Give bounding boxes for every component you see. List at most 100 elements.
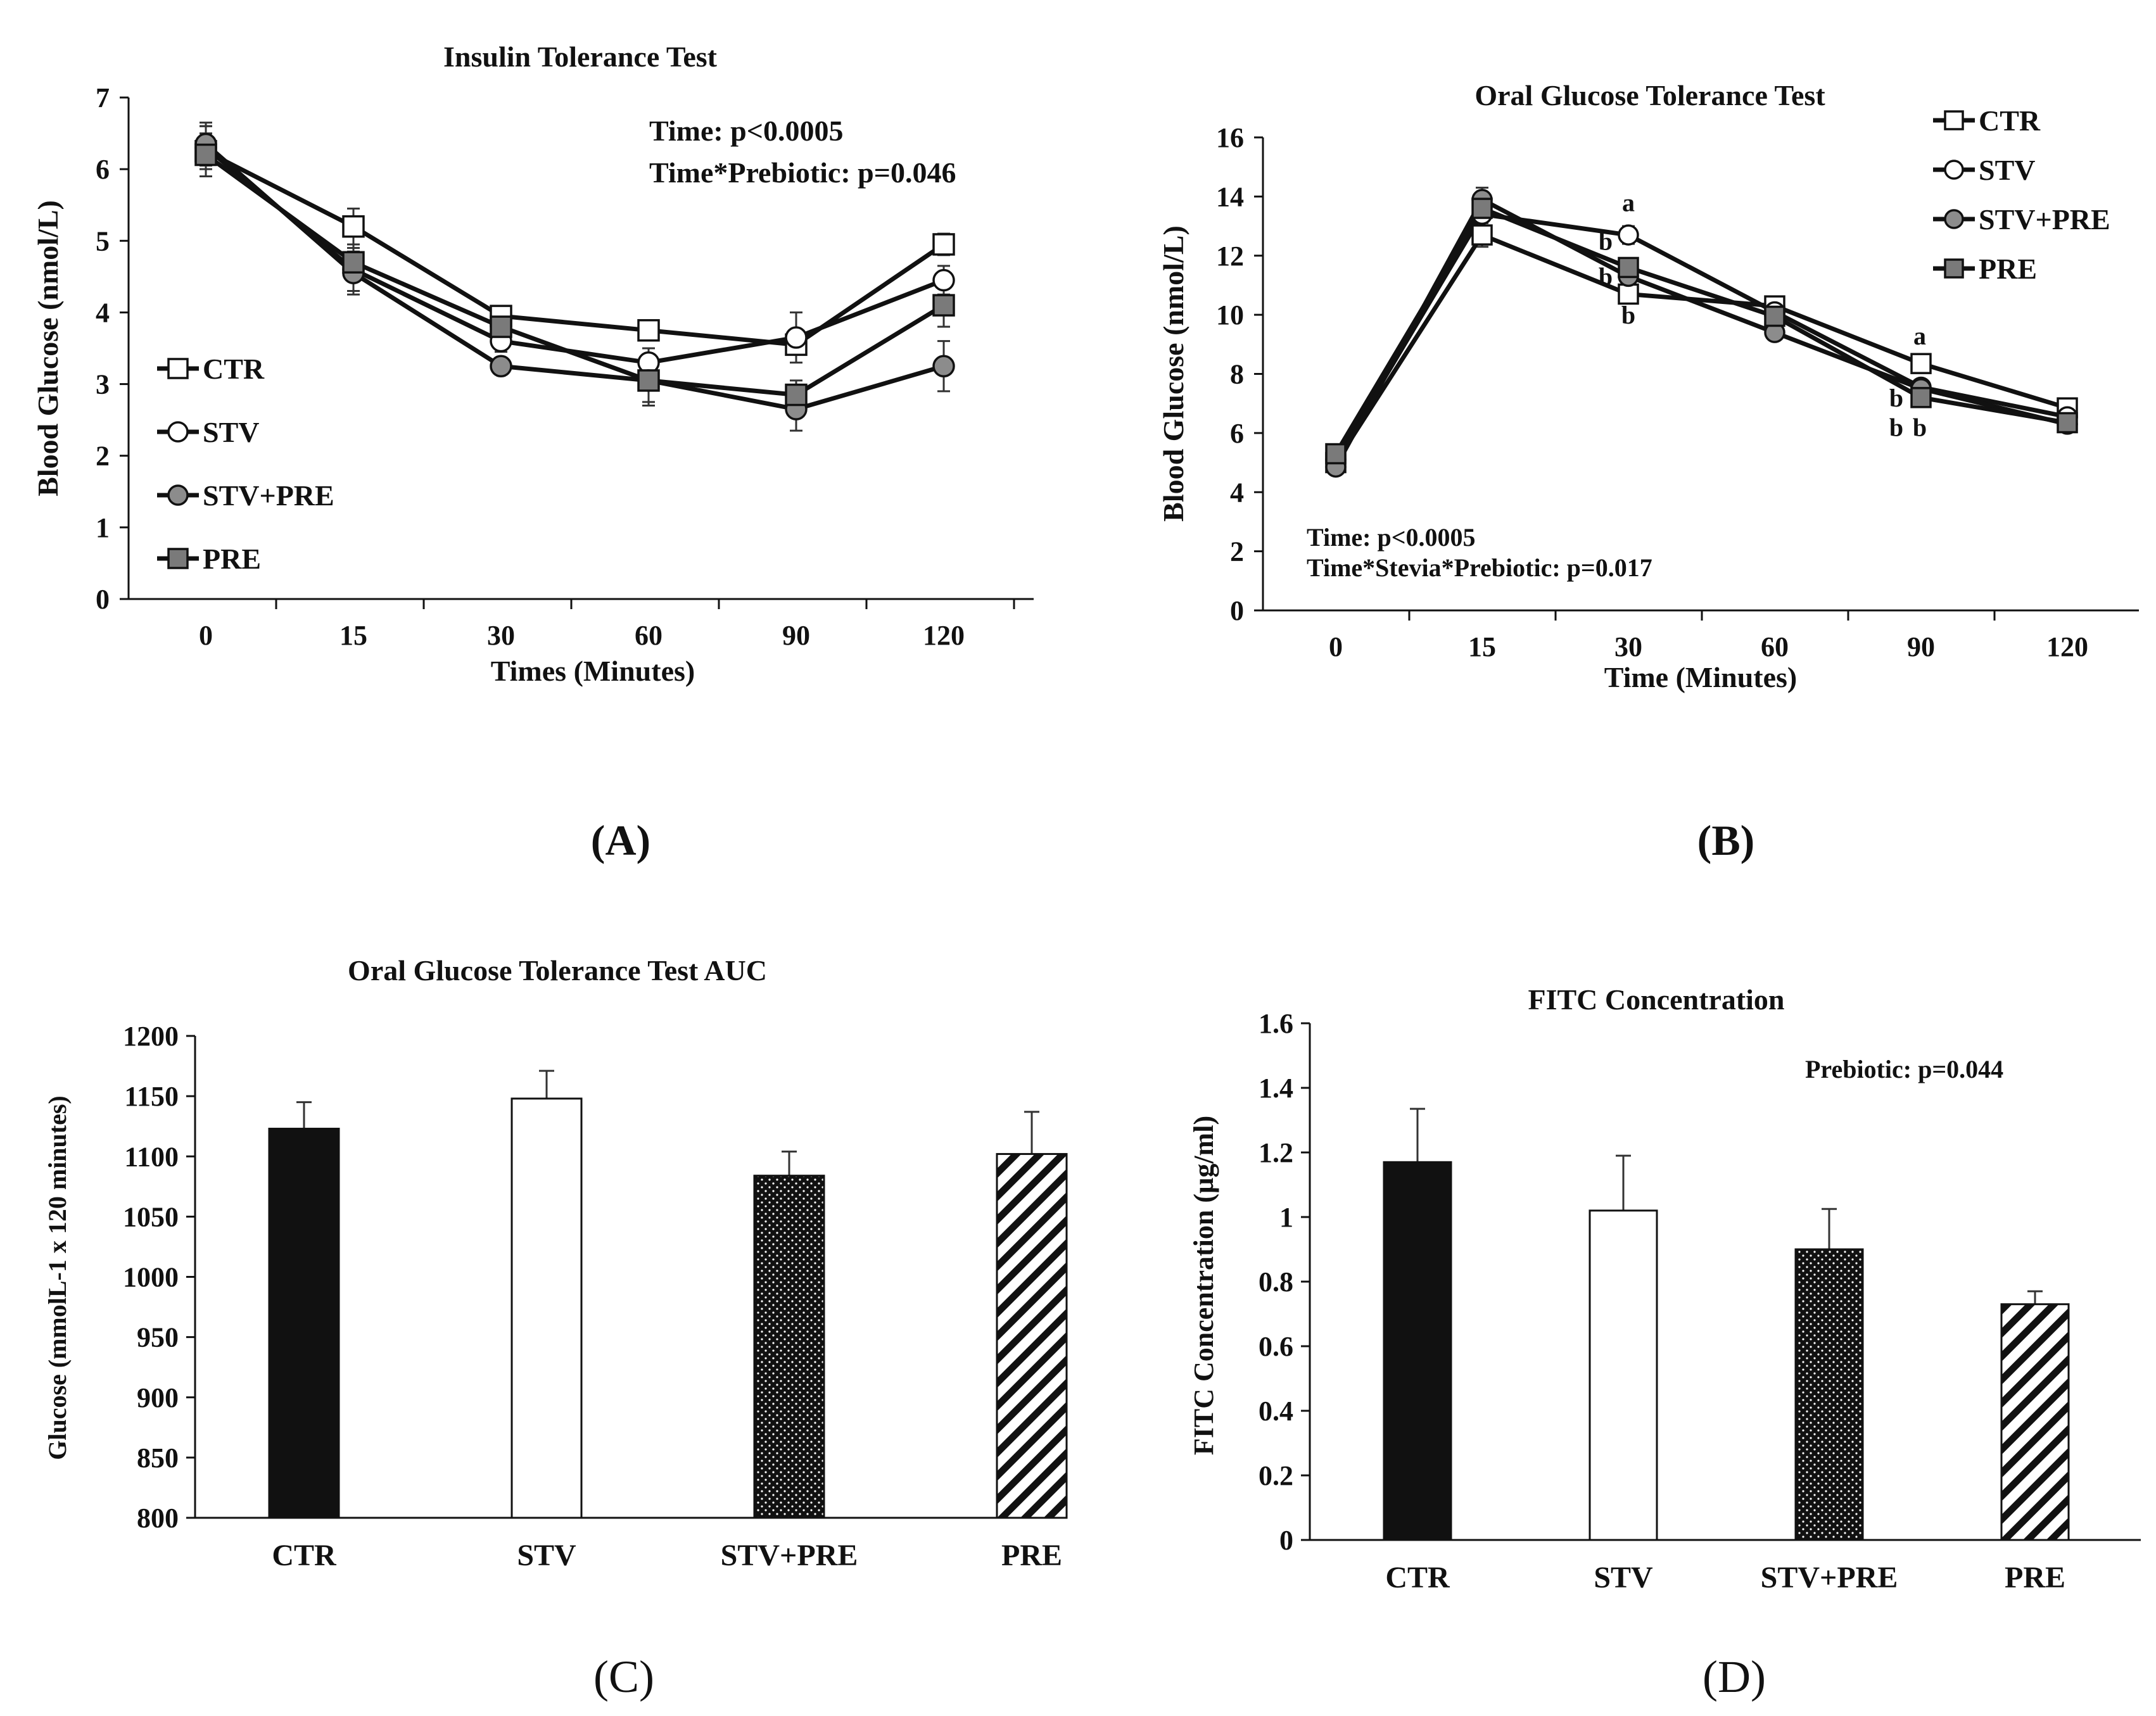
y-tick-label: 1150 — [124, 1081, 179, 1112]
y-tick-label: 4 — [96, 297, 110, 328]
data-point-pre — [490, 315, 512, 338]
y-tick-label: 10 — [1216, 300, 1244, 331]
y-tick-label: 800 — [137, 1503, 179, 1534]
panel-d: FITC Concentration 0 0.2 0.4 0.6 0.8 1 1.2 1.4 1… — [1188, 983, 2141, 1702]
chart-title-a: Insulin Tolerance Test — [443, 41, 718, 73]
y-tick-label: 5 — [96, 225, 110, 256]
data-point-ctr — [1618, 283, 1639, 305]
data-point-pre — [1764, 305, 1785, 327]
y-axis-label-a: Blood Glucose (nmol/L) — [32, 200, 64, 496]
x-tick-label: 30 — [1614, 631, 1642, 662]
x-tick-label: 30 — [487, 620, 515, 651]
y-tick-label: 0.6 — [1259, 1331, 1293, 1362]
data-point-pre — [637, 369, 660, 392]
y-tick-label: 1.4 — [1259, 1073, 1293, 1104]
y-tick-label: 900 — [137, 1382, 179, 1413]
error-bar-stv — [1616, 1154, 1631, 1211]
significance-letter: b — [1599, 262, 1613, 291]
annotation-d-prebiotic: Prebiotic: p=0.044 — [1805, 1055, 2003, 1083]
significance-letter: b — [1889, 384, 1903, 412]
legend-marker-pre — [167, 548, 189, 569]
x-tick-label: PRE — [1001, 1539, 1062, 1572]
annotation-a-interaction: Time*Prebiotic: p=0.046 — [649, 156, 956, 189]
y-tick-label: 1200 — [123, 1021, 179, 1052]
data-point-pre — [785, 383, 808, 407]
x-tick-label: STV — [1594, 1561, 1653, 1594]
error-bar-stv — [539, 1069, 554, 1099]
x-tick-label: 120 — [923, 620, 965, 651]
data-point-stv-plus-pre — [490, 355, 512, 378]
error-bar-stv-plus-pre — [782, 1151, 797, 1176]
data-point-pre — [194, 143, 217, 167]
tick-group-a: 0 1 2 3 4 5 6 7 0 15 30 60 90 120 — [96, 82, 1015, 651]
legend-label-stv: STV — [203, 416, 259, 448]
error-bar-stv-plus-pre — [1822, 1208, 1837, 1249]
legend-marker-stv — [167, 421, 189, 443]
y-tick-label: 14 — [1216, 181, 1244, 212]
y-tick-label: 0.4 — [1259, 1396, 1293, 1427]
panel-label-b: (B) — [1697, 816, 1755, 864]
y-tick-label: 2 — [1230, 536, 1244, 567]
y-tick-label: 1.6 — [1259, 1008, 1293, 1039]
significance-letter: b — [1599, 227, 1613, 255]
data-point-stv — [932, 268, 955, 292]
y-tick-label: 1100 — [124, 1141, 179, 1172]
x-tick-label: 120 — [2046, 631, 2088, 662]
bar-stv — [1588, 1209, 1658, 1541]
panel-label-c: (C) — [593, 1651, 654, 1702]
series-line-ctr — [1334, 232, 2069, 464]
y-tick-label: 1 — [96, 512, 110, 543]
x-tick-label: 90 — [1907, 631, 1935, 662]
y-tick-label: 6 — [1230, 418, 1244, 449]
y-tick-label: 3 — [96, 369, 110, 400]
significance-letter: b — [1889, 413, 1903, 442]
data-point-ctr — [637, 319, 660, 342]
legend-label-ctr: CTR — [1979, 104, 2041, 137]
bar-pre — [996, 1152, 1068, 1519]
x-tick-label: PRE — [2005, 1561, 2065, 1594]
y-tick-label: 16 — [1216, 122, 1244, 153]
significance-letter: a — [1913, 322, 1926, 350]
y-tick-label: 0 — [1279, 1525, 1293, 1556]
data-point-ctr — [342, 215, 365, 238]
y-axis-label-b: Blood Glucose (nmol/L) — [1157, 225, 1189, 522]
data-point-stv — [1618, 224, 1639, 246]
x-tick-label: STV — [517, 1539, 576, 1572]
legend-marker-ctr — [167, 358, 189, 379]
data-point-pre — [1618, 256, 1639, 279]
legend-label-ctr: CTR — [203, 353, 265, 385]
y-tick-label: 0 — [1230, 595, 1244, 626]
legend-label-stv: STV — [1979, 154, 2035, 186]
bar-pre — [2000, 1303, 2070, 1541]
legend-marker-ctr — [1944, 110, 1964, 130]
error-bar-pre — [2027, 1290, 2043, 1304]
x-axis-label-a: Times (Minutes) — [491, 655, 695, 687]
bar-group-c — [268, 1069, 1068, 1519]
y-tick-label: 12 — [1216, 241, 1244, 272]
legend-marker-stv-plus-pre — [167, 484, 189, 506]
data-point-ctr — [1471, 224, 1493, 246]
series-line-pre — [204, 153, 945, 398]
legend-label-pre: PRE — [1979, 253, 2037, 285]
y-tick-label: 1000 — [123, 1262, 179, 1293]
y-tick-label: 0.8 — [1259, 1266, 1293, 1297]
x-tick-label: 0 — [1329, 631, 1343, 662]
panel-label-d: (D) — [1703, 1651, 1766, 1702]
data-point-ctr — [1910, 353, 1932, 374]
series-stv-plus-pre — [1329, 186, 2074, 474]
x-tick-label: STV+PRE — [721, 1539, 858, 1572]
series-line-stv-plus-pre — [204, 142, 944, 412]
y-tick-label: 0.2 — [1259, 1460, 1293, 1491]
significance-letter: a — [1622, 189, 1635, 217]
significance-letter: b — [1621, 301, 1635, 329]
legend-b: CTR STV STV+PRE PRE — [1933, 104, 2110, 285]
legend-label-stv-plus-pre: STV+PRE — [203, 479, 334, 512]
x-tick-label: 60 — [1761, 631, 1789, 662]
data-point-ctr — [932, 233, 955, 256]
data-point-pre — [1910, 387, 1932, 408]
chart-title-b: Oral Glucose Tolerance Test — [1474, 79, 1825, 111]
bar-stv-plus-pre — [753, 1175, 825, 1519]
x-tick-label: 15 — [339, 620, 367, 651]
